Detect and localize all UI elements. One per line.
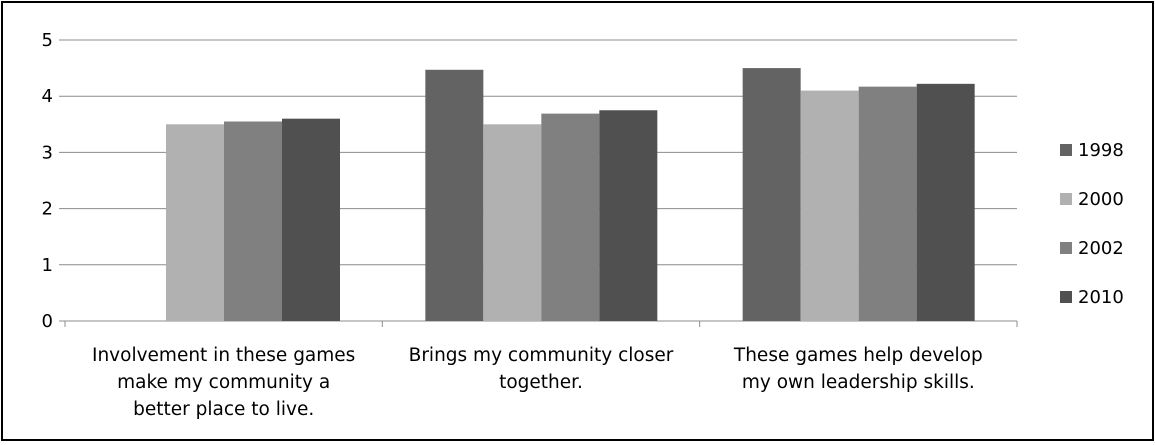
bar-2002	[858, 86, 917, 322]
bar-2002	[224, 121, 282, 322]
legend-swatch-2010	[1060, 291, 1072, 303]
x-category-label: better place to live.	[133, 399, 314, 420]
x-category-label: together.	[499, 372, 583, 393]
legend-label: 1998	[1078, 140, 1124, 161]
bar-2000	[483, 124, 542, 321]
x-category-label: my own leadership skills.	[742, 372, 975, 393]
y-tick-label: 2	[42, 199, 53, 220]
x-category-label: Involvement in these games	[92, 345, 355, 366]
legend-swatch-1998	[1060, 144, 1072, 156]
bar-2010	[916, 83, 975, 321]
x-category-label: Brings my community closer	[409, 345, 674, 366]
legend-swatch-2002	[1060, 242, 1072, 254]
y-tick-label: 5	[42, 30, 53, 51]
y-tick-label: 4	[42, 86, 53, 107]
legend-label: 2010	[1078, 287, 1124, 308]
bar-2010	[599, 110, 658, 321]
legend-label: 2000	[1078, 189, 1124, 210]
bar-2002	[541, 113, 600, 321]
legend-swatch-2000	[1060, 193, 1072, 205]
bar-1998	[742, 68, 801, 321]
x-category-label: make my community a	[117, 372, 330, 393]
y-tick-label: 0	[42, 311, 53, 332]
bar-2010	[282, 118, 340, 322]
y-tick-label: 3	[42, 142, 53, 163]
y-tick-label: 1	[42, 255, 53, 276]
x-category-label: These games help develop	[733, 345, 983, 366]
bar-2000	[166, 124, 224, 321]
legend-label: 2002	[1078, 238, 1124, 259]
bar-2000	[800, 90, 859, 321]
bar-chart: 0 1 2 3 4 5 Involvement in these games make my …	[42, 30, 1124, 420]
bar-1998	[425, 69, 484, 321]
